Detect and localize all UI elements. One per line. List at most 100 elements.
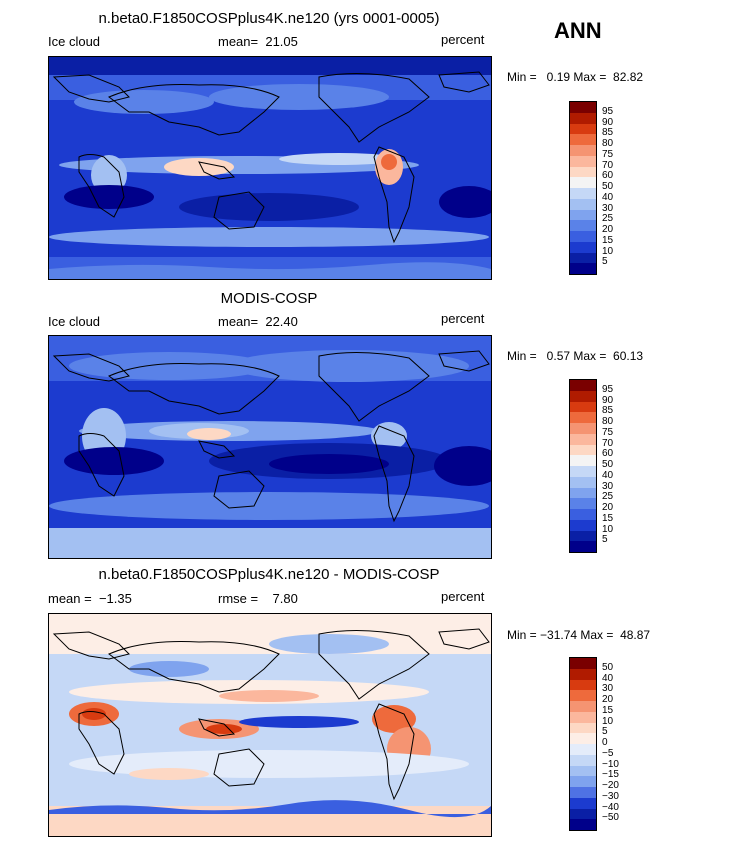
- colorbar-swatch: [570, 390, 596, 402]
- colorbar-swatch: [570, 733, 596, 744]
- colorbar-swatch: [570, 530, 596, 542]
- panel-3-right-label: percent: [441, 589, 485, 604]
- panel-3-rmse-label: rmse = 7.80: [218, 591, 298, 606]
- panel-2-center-label: mean= 22.40: [218, 314, 298, 329]
- colorbar-tick-label: 70: [602, 437, 614, 449]
- colorbar-swatch: [570, 765, 596, 777]
- panel-1-map: [48, 56, 492, 280]
- colorbar-swatch: [570, 787, 596, 798]
- colorbar-tick-label: 20: [602, 502, 614, 513]
- colorbar-tick-label: 95: [602, 383, 614, 395]
- colorbar-swatch: [570, 466, 596, 477]
- colorbar-swatch: [570, 112, 596, 124]
- panel-1-center-label: mean= 21.05: [218, 34, 298, 49]
- colorbar-tick-label: 60: [602, 448, 614, 460]
- season-label: ANN: [554, 18, 602, 43]
- colorbar-swatch: [570, 241, 596, 253]
- colorbar-swatch: [570, 487, 596, 499]
- colorbar-swatch: [570, 519, 596, 531]
- colorbar-swatch: [570, 541, 596, 552]
- colorbar-swatch: [570, 776, 596, 787]
- colorbar-tick-label: 60: [602, 170, 614, 182]
- colorbar-swatch: [570, 155, 596, 167]
- panel-2-colorbar: [569, 379, 597, 553]
- colorbar-swatch: [570, 177, 596, 188]
- colorbar-tick-label: −15: [602, 769, 619, 781]
- colorbar-tick-label: 80: [602, 416, 614, 427]
- colorbar-tick-label: 20: [602, 694, 614, 705]
- colorbar-swatch: [570, 198, 596, 210]
- colorbar-tick-label: 85: [602, 405, 614, 417]
- colorbar-swatch: [570, 102, 596, 113]
- colorbar-tick-label: 50: [602, 459, 614, 470]
- colorbar-swatch: [570, 808, 596, 820]
- colorbar-swatch: [570, 722, 596, 734]
- colorbar-swatch: [570, 423, 596, 434]
- colorbar-swatch: [570, 145, 596, 156]
- colorbar-swatch: [570, 433, 596, 445]
- colorbar-tick-label: 50: [602, 181, 614, 192]
- panel-3-title: n.beta0.F1850COSPplus4K.ne120 - MODIS-CO…: [98, 566, 440, 583]
- colorbar-tick-label: 0: [602, 737, 608, 748]
- colorbar-swatch: [570, 123, 596, 135]
- colorbar-swatch: [570, 498, 596, 509]
- panel-1-left-label: Ice cloud: [48, 34, 101, 49]
- colorbar-tick-label: 10: [602, 523, 614, 535]
- panel-3-minmax: Min = −31.74 Max = 48.87: [507, 628, 651, 642]
- colorbar-tick-label: 5: [602, 534, 608, 546]
- panel-3-map: [48, 613, 492, 837]
- colorbar-swatch: [570, 797, 596, 809]
- colorbar-swatch: [570, 412, 596, 423]
- colorbar-tick-label: 15: [602, 704, 614, 716]
- colorbar-swatch: [570, 444, 596, 456]
- colorbar-tick-label: −20: [602, 780, 619, 791]
- panel-3-colorbar: [569, 657, 597, 831]
- colorbar-tick-label: 20: [602, 224, 614, 235]
- panel-2-minmax: Min = 0.57 Max = 60.13: [507, 349, 644, 363]
- panel-2-left-label: Ice cloud: [48, 314, 101, 329]
- colorbar-swatch: [570, 690, 596, 701]
- colorbar-tick-label: −40: [602, 801, 619, 813]
- panel-2-title: MODIS-COSP: [220, 290, 318, 307]
- colorbar-swatch: [570, 679, 596, 691]
- colorbar-tick-label: 30: [602, 480, 614, 492]
- colorbar-swatch: [570, 263, 596, 274]
- colorbar-tick-label: 50: [602, 661, 614, 673]
- colorbar-swatch: [570, 401, 596, 413]
- colorbar-swatch: [570, 209, 596, 221]
- colorbar-tick-label: 15: [602, 234, 614, 246]
- colorbar-tick-label: 40: [602, 191, 614, 203]
- colorbar-tick-label: 40: [602, 672, 614, 684]
- colorbar-tick-label: 25: [602, 491, 614, 503]
- colorbar-tick-label: 30: [602, 683, 614, 695]
- colorbar-tick-label: −10: [602, 758, 619, 770]
- colorbar-tick-label: −30: [602, 790, 619, 802]
- panel-1-colorbar: [569, 101, 597, 275]
- colorbar-swatch: [570, 509, 596, 520]
- colorbar-tick-label: 5: [602, 726, 608, 738]
- colorbar-swatch: [570, 711, 596, 723]
- colorbar-swatch: [570, 380, 596, 391]
- colorbar-tick-label: −50: [602, 812, 619, 824]
- panel-1-minmax: Min = 0.19 Max = 82.82: [507, 70, 644, 84]
- colorbar-tick-label: 75: [602, 426, 614, 438]
- colorbar-tick-label: 5: [602, 256, 608, 268]
- colorbar-swatch: [570, 252, 596, 264]
- colorbar-tick-label: 75: [602, 148, 614, 160]
- colorbar-swatch: [570, 455, 596, 466]
- panel-3-mean-label: mean = −1.35: [48, 591, 132, 606]
- colorbar-tick-label: 30: [602, 202, 614, 214]
- colorbar-tick-label: 90: [602, 116, 614, 128]
- colorbar-swatch: [570, 188, 596, 199]
- colorbar-tick-label: 15: [602, 512, 614, 524]
- colorbar-tick-label: 85: [602, 127, 614, 139]
- colorbar-swatch: [570, 220, 596, 231]
- colorbar-swatch: [570, 754, 596, 766]
- colorbar-tick-label: 90: [602, 394, 614, 406]
- panel-1-title: n.beta0.F1850COSPplus4K.ne120 (yrs 0001-…: [98, 10, 440, 27]
- colorbar-tick-label: 80: [602, 138, 614, 149]
- colorbar-tick-label: 95: [602, 105, 614, 117]
- panel-2-right-label: percent: [441, 311, 485, 326]
- colorbar-swatch: [570, 658, 596, 669]
- colorbar-tick-label: 25: [602, 213, 614, 225]
